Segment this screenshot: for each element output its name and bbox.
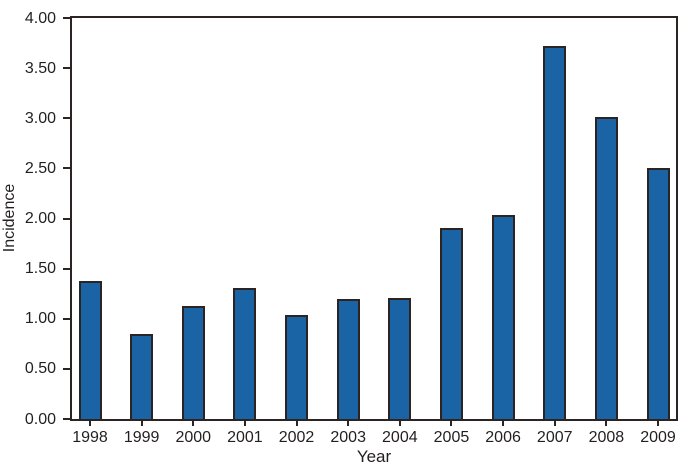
x-tick-label: 2009 bbox=[640, 429, 676, 446]
x-tick-mark bbox=[347, 419, 350, 426]
x-tick-label: 2006 bbox=[485, 429, 521, 446]
y-tick-mark bbox=[63, 317, 70, 320]
y-tick-mark bbox=[63, 418, 70, 420]
x-tick-mark bbox=[553, 419, 556, 426]
x-tick-mark bbox=[295, 419, 298, 426]
bar-2009 bbox=[646, 168, 670, 419]
x-tick-label: 2002 bbox=[278, 429, 315, 446]
bar-2003 bbox=[336, 299, 360, 419]
y-tick-label: 3.50 bbox=[24, 59, 56, 77]
x-tick-mark bbox=[398, 419, 401, 426]
y-tick-mark bbox=[63, 117, 70, 120]
y-tick-label: 2.50 bbox=[24, 159, 56, 177]
y-tick-label: 0.00 bbox=[24, 410, 56, 428]
y-tick-label: 4.00 bbox=[24, 9, 56, 27]
bar-2000 bbox=[181, 306, 205, 419]
x-tick-label: 2004 bbox=[382, 429, 418, 446]
x-tick-label: 2007 bbox=[536, 429, 573, 446]
y-tick-label: 2.00 bbox=[24, 210, 56, 227]
x-tick-mark bbox=[605, 419, 608, 426]
y-tick-mark bbox=[63, 367, 70, 370]
y-tick-mark bbox=[63, 17, 70, 19]
y-tick-label: 0.50 bbox=[24, 360, 56, 378]
y-tick-mark bbox=[63, 167, 70, 170]
x-tick-mark bbox=[450, 419, 453, 426]
x-tick-mark bbox=[657, 419, 659, 426]
x-tick-label: 2003 bbox=[330, 429, 366, 446]
y-tick-mark bbox=[63, 217, 70, 220]
bar-2005 bbox=[439, 228, 463, 419]
y-tick-mark bbox=[63, 67, 70, 70]
bar-2007 bbox=[543, 46, 567, 419]
bar-2002 bbox=[285, 315, 309, 419]
x-tick-mark bbox=[192, 419, 195, 426]
x-tick-mark bbox=[89, 419, 91, 426]
x-tick-label: 2005 bbox=[433, 429, 470, 446]
x-tick-mark bbox=[243, 419, 246, 426]
plot-area: 1998 1999 2000 2001 2002 2003 2004 2005 2006 2007… bbox=[25, 10, 678, 446]
bar-2004 bbox=[388, 298, 412, 419]
y-tick-label: 1.00 bbox=[24, 310, 56, 328]
x-tick-label: 2000 bbox=[175, 429, 212, 446]
bar-1998 bbox=[78, 281, 102, 419]
x-axis-title: Year bbox=[356, 447, 392, 466]
bar-1999 bbox=[130, 334, 154, 419]
bar-2008 bbox=[594, 117, 618, 419]
x-tick-mark bbox=[502, 419, 505, 426]
y-tick-mark bbox=[63, 267, 70, 270]
y-tick-label: 3.00 bbox=[24, 109, 56, 127]
bar-2006 bbox=[491, 215, 515, 419]
x-tick-label: 1999 bbox=[123, 429, 160, 446]
x-tick-mark bbox=[140, 419, 143, 426]
y-tick-label: 1.50 bbox=[24, 260, 56, 278]
x-tick-label: 1998 bbox=[72, 429, 108, 446]
x-tick-label: 2001 bbox=[227, 429, 263, 446]
x-tick-label: 2008 bbox=[588, 429, 625, 446]
bar-2001 bbox=[233, 288, 257, 419]
